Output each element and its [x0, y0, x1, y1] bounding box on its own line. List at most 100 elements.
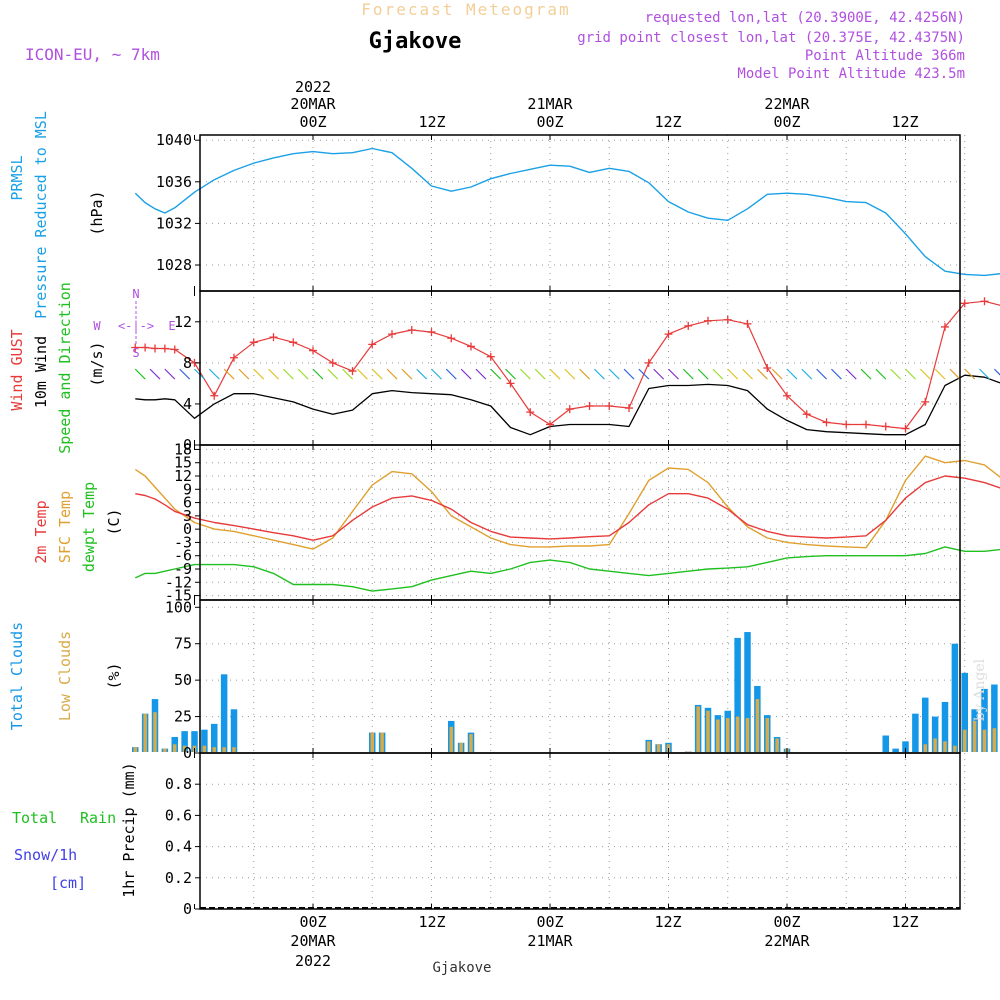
wind-barb — [934, 368, 946, 380]
wind-barb — [919, 368, 931, 380]
wind-barb — [727, 368, 739, 380]
y-tick-label: 1036 — [156, 173, 192, 191]
wind-barb — [297, 368, 309, 380]
gust-marker — [467, 342, 475, 351]
gust-marker — [427, 328, 436, 337]
sfc-temp-line — [134, 455, 1000, 550]
gust-marker — [348, 367, 357, 376]
low-cloud-bar — [647, 741, 651, 752]
compass-icon: N S W E <-|-> — [93, 287, 175, 360]
low-cloud-bar — [726, 718, 730, 752]
gust-marker — [783, 391, 791, 400]
wind-unit-label: (m/s) — [88, 341, 106, 386]
gust-marker — [565, 405, 574, 414]
low-cloud-bar — [370, 732, 374, 752]
gust-marker — [388, 330, 396, 339]
y-tick-label: -9 — [174, 560, 192, 578]
wind-barb — [238, 368, 250, 380]
y-tick-label: 18 — [174, 440, 192, 458]
low-cloud-bar — [775, 738, 779, 752]
y-tick-label: 0.4 — [165, 838, 192, 856]
y-tick-label: 9 — [183, 480, 192, 498]
model-name: ICON-EU, ~ 7km — [25, 45, 160, 64]
wind-barb — [979, 368, 990, 380]
low-cloud-bar — [469, 734, 473, 752]
bottom-time-label: 00Z — [773, 913, 800, 931]
wind-barb — [208, 368, 220, 380]
top-day-label: 22MAR — [764, 95, 810, 113]
precip-unit-label: 1hr Precip (mm) — [120, 762, 138, 897]
low-cloud-bar — [222, 747, 226, 752]
total-cloud-bar — [744, 632, 751, 752]
total-cloud-bar — [882, 735, 889, 752]
wind-barb — [875, 368, 887, 380]
panel-frame — [199, 599, 961, 754]
gust-marker — [763, 364, 772, 372]
low-cloud-bar — [380, 732, 384, 752]
model-point-altitude: Model Point Altitude 423.5m — [737, 66, 965, 82]
wind-barb — [682, 368, 694, 380]
wind-line — [135, 374, 1000, 436]
bottom-day-label: 22MAR — [764, 932, 810, 950]
y-tick-label: 15 — [174, 454, 192, 472]
total-clouds-label: Total Clouds — [8, 622, 26, 730]
temp-unit-label: (C) — [105, 508, 123, 535]
compass-north: N — [132, 287, 139, 301]
dewpoint-line — [135, 546, 1000, 592]
wind-barb — [816, 368, 828, 380]
gust-marker — [901, 424, 910, 433]
pressure-label: PRMSL — [8, 155, 26, 200]
wind-barb — [786, 368, 798, 380]
y-tick-label: 25 — [174, 708, 192, 726]
gust-marker — [210, 391, 219, 400]
wind-direction-label: Speed and Direction — [56, 282, 74, 454]
wind-barb — [756, 368, 768, 380]
gust-marker — [862, 420, 870, 429]
wind-barb — [890, 368, 902, 380]
gust-marker — [170, 345, 179, 354]
gust-marker — [723, 315, 732, 324]
panel-frame — [199, 444, 961, 601]
bottom-time-label: 12Z — [654, 913, 681, 931]
total-cloud-bar — [220, 674, 228, 752]
tick-labels: 102810321036104004812-15-12-9-6-30369121… — [156, 131, 192, 918]
total-cloud-bar — [211, 723, 218, 752]
gust-marker — [921, 397, 930, 406]
total-cloud-bar — [201, 729, 208, 752]
gust-marker — [407, 326, 416, 335]
low-cloud-bar — [163, 748, 167, 752]
wind-barb — [579, 368, 591, 380]
wind-barb — [801, 368, 813, 380]
total-cloud-bar — [892, 748, 899, 752]
wind-barb — [282, 368, 294, 380]
gust-marker — [141, 343, 150, 352]
total-cloud-bar — [902, 741, 909, 752]
low-cloud-bar — [953, 745, 957, 752]
wind-barb — [312, 368, 324, 380]
y-tick-label: 12 — [174, 313, 192, 331]
wind-barb — [638, 368, 650, 380]
y-tick-label: -3 — [174, 533, 192, 551]
gust-marker — [960, 299, 969, 308]
low-cloud-bar — [982, 729, 987, 752]
y-tick-label: 0 — [183, 744, 192, 762]
top-year-label: 2022 — [295, 78, 331, 96]
top-time-label: 12Z — [654, 113, 681, 131]
compass-west: W — [93, 319, 101, 333]
gust-marker — [486, 352, 495, 361]
gust-marker — [269, 333, 278, 342]
low-cloud-bar — [933, 738, 937, 752]
wind-barb — [490, 368, 502, 380]
gust-marker — [585, 401, 594, 410]
bottom-time-label: 00Z — [536, 913, 563, 931]
gust-marker — [980, 297, 989, 306]
total-cloud-bar — [961, 672, 968, 752]
bottom-time-label: 12Z — [891, 913, 918, 931]
bottom-time-label: 00Z — [299, 913, 326, 931]
wind-barb — [668, 368, 679, 380]
gust-marker — [546, 420, 554, 429]
pressure-unit-label: (hPa) — [88, 190, 106, 235]
y-tick-label: 12 — [174, 467, 192, 485]
wind-barb — [253, 368, 265, 380]
